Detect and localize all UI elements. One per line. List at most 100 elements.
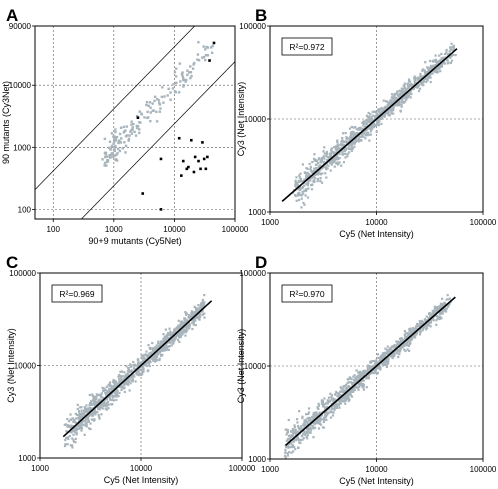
data-point <box>121 385 124 388</box>
data-point <box>340 398 343 401</box>
data-point <box>98 407 101 410</box>
data-point <box>451 49 454 52</box>
data-point <box>298 176 302 179</box>
data-point <box>378 111 381 114</box>
data-point <box>300 193 303 197</box>
data-point <box>130 132 134 135</box>
data-point <box>429 319 433 323</box>
data-point <box>451 45 454 49</box>
data-point <box>81 421 84 424</box>
data-point <box>284 451 287 454</box>
y-tick-label: 10000 <box>14 362 37 371</box>
data-point <box>350 145 353 148</box>
data-point <box>139 121 142 124</box>
data-point <box>375 112 378 115</box>
data-point <box>386 362 390 365</box>
data-point <box>124 151 127 154</box>
data-point <box>77 427 80 430</box>
data-point <box>369 125 373 128</box>
data-point <box>116 392 119 395</box>
data-point <box>133 375 136 378</box>
data-point <box>360 139 363 142</box>
data-point <box>205 45 208 49</box>
data-point <box>99 402 102 406</box>
data-point <box>68 434 71 438</box>
data-point <box>383 363 386 366</box>
x-axis-label: Cy5 (Net Intensity) <box>339 229 414 239</box>
data-point <box>120 386 123 389</box>
data-point <box>353 389 356 392</box>
y-tick-label: 100000 <box>239 22 266 31</box>
data-point <box>296 418 299 421</box>
data-point <box>443 301 446 304</box>
data-point <box>113 136 117 140</box>
data-point <box>188 322 191 326</box>
data-point <box>450 59 454 62</box>
data-point <box>349 143 352 146</box>
data-point <box>325 150 329 154</box>
data-point <box>445 48 448 52</box>
data-point <box>88 403 91 407</box>
data-point <box>365 375 368 378</box>
data-point <box>169 91 172 94</box>
data-point <box>172 83 175 86</box>
data-point <box>149 106 152 109</box>
data-point <box>103 137 107 141</box>
data-point <box>392 353 395 357</box>
data-point <box>349 132 353 135</box>
data-point <box>305 183 308 186</box>
data-point <box>360 135 363 138</box>
data-point <box>331 158 334 162</box>
data-point <box>311 421 314 425</box>
data-point <box>393 92 397 96</box>
data-point <box>293 426 297 429</box>
data-point <box>353 145 356 148</box>
data-point <box>337 144 340 147</box>
data-point <box>119 126 123 129</box>
data-point <box>439 307 443 310</box>
data-point <box>394 102 397 105</box>
data-point <box>361 128 365 131</box>
data-point <box>321 172 324 175</box>
data-point <box>185 325 188 329</box>
data-point <box>318 411 321 414</box>
data-point <box>319 419 322 422</box>
data-point <box>191 327 194 331</box>
data-point <box>443 302 447 305</box>
data-point <box>146 353 149 356</box>
data-point <box>425 319 428 322</box>
data-point <box>142 355 145 358</box>
data-point <box>335 162 338 165</box>
data-point <box>107 387 111 390</box>
data-point <box>196 315 199 318</box>
data-point <box>311 424 314 428</box>
data-point <box>400 337 404 340</box>
data-point <box>344 389 348 392</box>
data-point <box>110 132 114 135</box>
data-point <box>426 66 429 69</box>
data-point <box>316 405 319 409</box>
data-point <box>386 345 389 348</box>
data-point <box>311 161 314 164</box>
data-point <box>439 59 442 62</box>
data-point <box>100 403 103 406</box>
data-point <box>406 332 409 335</box>
data-point <box>182 321 185 324</box>
data-point <box>84 408 87 411</box>
data-point <box>166 94 169 97</box>
data-point <box>350 377 353 381</box>
data-point <box>92 398 96 401</box>
data-point <box>387 104 390 107</box>
data-point <box>94 398 97 401</box>
data-point <box>114 158 117 162</box>
data-point <box>72 433 75 436</box>
data-point <box>184 317 187 320</box>
data-point <box>184 311 187 314</box>
data-point <box>177 336 181 339</box>
data-point <box>93 409 96 412</box>
r-squared-label: R²=0.969 <box>59 289 94 299</box>
data-point <box>315 413 318 416</box>
data-point <box>367 131 370 134</box>
data-point <box>131 127 134 130</box>
data-point <box>294 179 297 182</box>
